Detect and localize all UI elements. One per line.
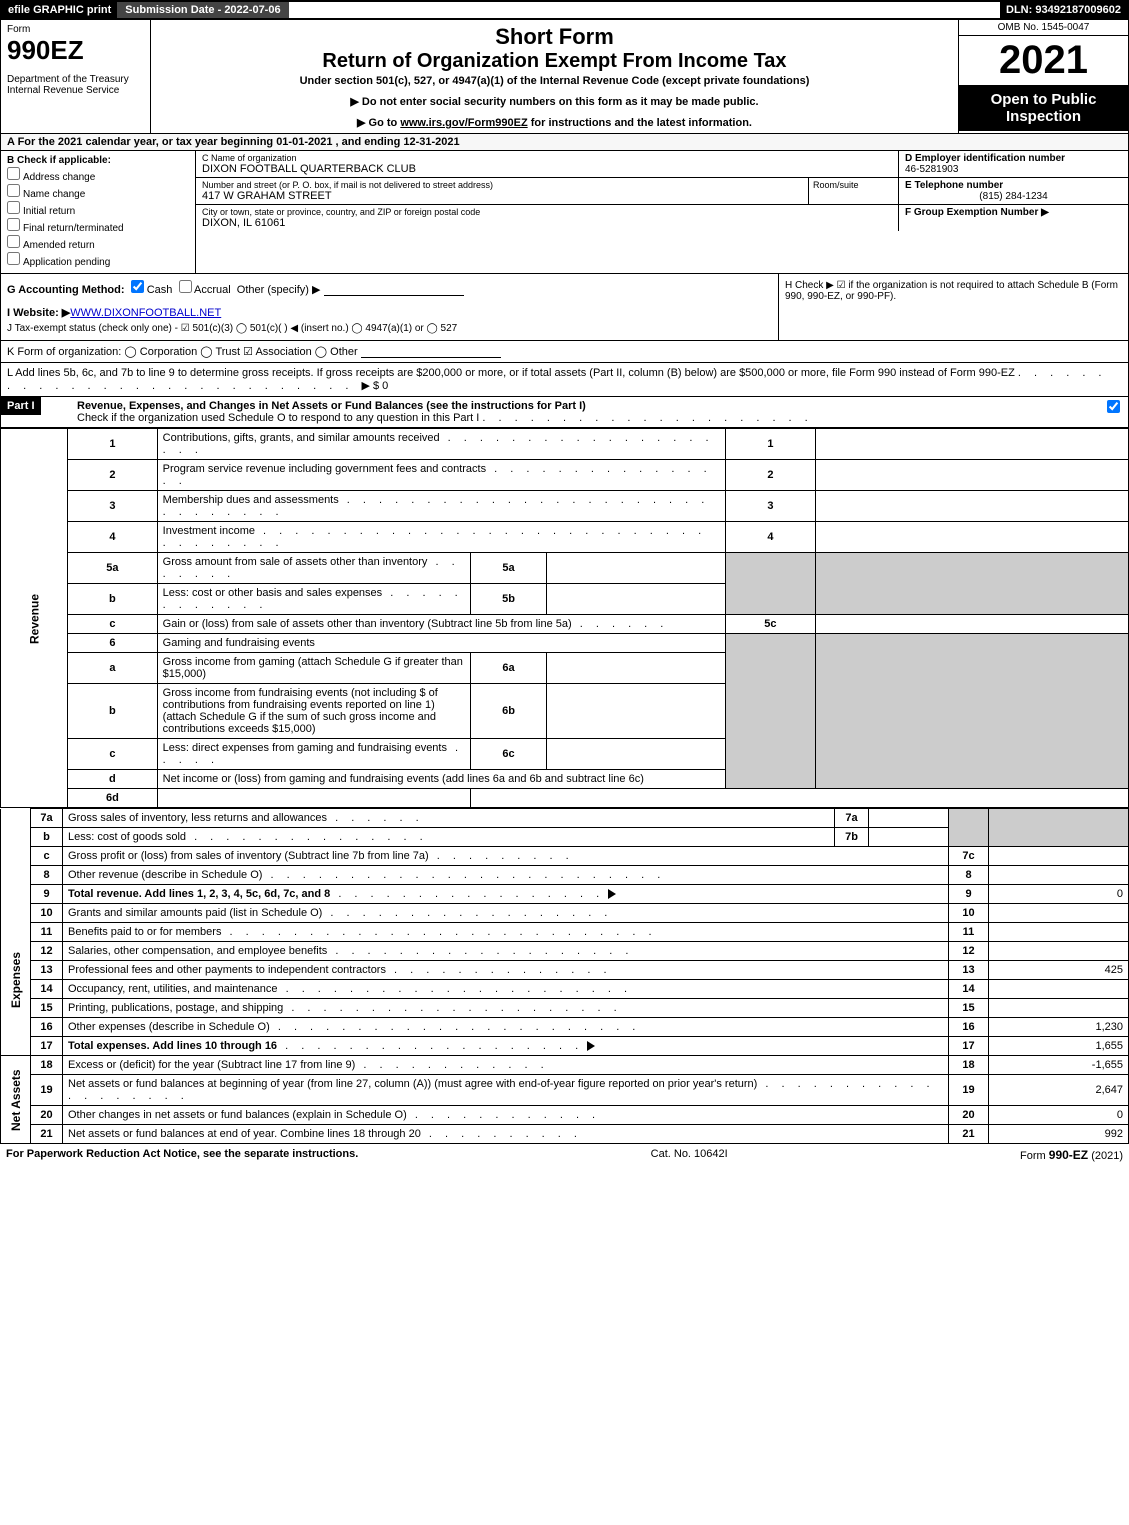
line1-text: Contributions, gifts, grants, and simila… — [157, 429, 725, 460]
line7c-text: Gross profit or (loss) from sales of inv… — [63, 847, 949, 866]
chk-name-change[interactable]: Name change — [7, 184, 189, 200]
line6d-text: Net income or (loss) from gaming and fun… — [157, 770, 725, 789]
netassets-section: Net Assets — [1, 1056, 31, 1144]
line16-text: Other expenses (describe in Schedule O) … — [63, 1018, 949, 1037]
room-suite-label: Room/suite — [808, 178, 898, 204]
irs-link[interactable]: www.irs.gov/Form990EZ — [400, 117, 527, 129]
top-bar: efile GRAPHIC print Submission Date - 20… — [0, 0, 1129, 20]
C-label: C Name of organization — [202, 153, 892, 163]
line4-text: Investment income . . . . . . . . . . . … — [157, 522, 725, 553]
expenses-section: Expenses — [1, 904, 31, 1056]
revenue-section-2 — [1, 809, 31, 904]
form-subtitle: Under section 501(c), 527, or 4947(a)(1)… — [157, 75, 952, 87]
chk-application-pending[interactable]: Application pending — [7, 252, 189, 268]
line6-text: Gaming and fundraising events — [157, 634, 725, 653]
D-label: D Employer identification number — [905, 153, 1122, 164]
line9-text: Total revenue. Add lines 1, 2, 3, 4, 5c,… — [63, 885, 949, 904]
line17-text: Total expenses. Add lines 10 through 16 … — [63, 1037, 949, 1056]
line18-text: Excess or (deficit) for the year (Subtra… — [63, 1056, 949, 1075]
paperwork-notice: For Paperwork Reduction Act Notice, see … — [6, 1148, 358, 1162]
part1-table2: 7aGross sales of inventory, less returns… — [0, 808, 1129, 1144]
chk-initial-return[interactable]: Initial return — [7, 201, 189, 217]
street: 417 W GRAHAM STREET — [202, 190, 802, 202]
line15-text: Printing, publications, postage, and shi… — [63, 999, 949, 1018]
line7a-text: Gross sales of inventory, less returns a… — [63, 809, 835, 828]
arrow-icon — [587, 1041, 595, 1051]
city-state-zip: DIXON, IL 61061 — [202, 217, 892, 229]
line12-text: Salaries, other compensation, and employ… — [63, 942, 949, 961]
GH-row: G Accounting Method: Cash Accrual Other … — [0, 274, 1129, 341]
line21-text: Net assets or fund balances at end of ye… — [63, 1125, 949, 1144]
line2-text: Program service revenue including govern… — [157, 460, 725, 491]
line-L: L Add lines 5b, 6c, and 7b to line 9 to … — [0, 363, 1129, 397]
line19-text: Net assets or fund balances at beginning… — [63, 1075, 949, 1106]
part1-label: Part I — [1, 397, 41, 415]
chk-accrual[interactable] — [179, 280, 192, 293]
short-form: Short Form — [157, 24, 952, 50]
line-A: A For the 2021 calendar year, or tax yea… — [0, 134, 1129, 151]
line13-text: Professional fees and other payments to … — [63, 961, 949, 980]
E-label: E Telephone number — [905, 180, 1122, 191]
line5b-text: Less: cost or other basis and sales expe… — [157, 584, 470, 615]
line7b-text: Less: cost of goods sold . . . . . . . .… — [63, 828, 835, 847]
identity-block: B Check if applicable: Address change Na… — [0, 151, 1129, 274]
arrow-icon — [608, 889, 616, 899]
line1-amt — [815, 429, 1128, 460]
website-link[interactable]: WWW.DIXONFOOTBALL.NET — [70, 307, 221, 319]
part1-title: Revenue, Expenses, and Changes in Net As… — [77, 400, 586, 412]
omb-number: OMB No. 1545-0047 — [959, 20, 1128, 36]
line3-text: Membership dues and assessments . . . . … — [157, 491, 725, 522]
chk-address-change[interactable]: Address change — [7, 167, 189, 183]
form-title: Return of Organization Exempt From Incom… — [157, 50, 952, 73]
part1-check-text: Check if the organization used Schedule … — [77, 412, 479, 424]
part1-checkbox[interactable] — [1107, 400, 1120, 413]
line5a-text: Gross amount from sale of assets other t… — [157, 553, 470, 584]
line14-text: Occupancy, rent, utilities, and maintena… — [63, 980, 949, 999]
phone: (815) 284-1234 — [905, 191, 1122, 202]
line-I: I Website: ▶WWW.DIXONFOOTBALL.NET — [7, 306, 772, 319]
part1-header: Part I Revenue, Expenses, and Changes in… — [0, 397, 1129, 428]
line10-text: Grants and similar amounts paid (list in… — [63, 904, 949, 923]
open-public: Open to Public Inspection — [959, 85, 1128, 131]
line-G: G Accounting Method: Cash Accrual Other … — [7, 280, 772, 296]
submission-date: Submission Date - 2022-07-06 — [117, 2, 288, 18]
ssn-note: ▶ Do not enter social security numbers o… — [157, 95, 952, 108]
line8-text: Other revenue (describe in Schedule O) .… — [63, 866, 949, 885]
line20-text: Other changes in net assets or fund bala… — [63, 1106, 949, 1125]
form-number: 990EZ — [7, 35, 144, 66]
dln: DLN: 93492187009602 — [1000, 2, 1127, 18]
city-label: City or town, state or province, country… — [202, 207, 892, 217]
form-header: Form 990EZ Department of the Treasury In… — [0, 20, 1129, 134]
line6b-text: Gross income from fundraising events (no… — [157, 684, 470, 739]
tax-year: 2021 — [959, 36, 1128, 85]
efile-print-label[interactable]: efile GRAPHIC print — [2, 2, 117, 18]
line-J: J Tax-exempt status (check only one) - ☑… — [7, 323, 772, 334]
line5c-text: Gain or (loss) from sale of assets other… — [157, 615, 725, 634]
part1-table: Revenue 1 Contributions, gifts, grants, … — [0, 428, 1129, 808]
revenue-section: Revenue — [1, 429, 68, 808]
F-label: F Group Exemption Number ▶ — [905, 207, 1122, 218]
chk-final-return[interactable]: Final return/terminated — [7, 218, 189, 234]
line-H: H Check ▶ ☑ if the organization is not r… — [778, 274, 1128, 340]
ein: 46-5281903 — [905, 164, 1122, 175]
department: Department of the Treasury Internal Reve… — [7, 74, 144, 96]
chk-amended-return[interactable]: Amended return — [7, 235, 189, 251]
form-ref: Form 990-EZ (2021) — [1020, 1148, 1123, 1162]
line-K: K Form of organization: ◯ Corporation ◯ … — [0, 341, 1129, 363]
goto-note: ▶ Go to www.irs.gov/Form990EZ for instru… — [157, 116, 952, 129]
cat-no: Cat. No. 10642I — [651, 1148, 728, 1162]
form-label: Form — [7, 24, 144, 35]
line6a-text: Gross income from gaming (attach Schedul… — [157, 653, 470, 684]
line11-text: Benefits paid to or for members . . . . … — [63, 923, 949, 942]
page-footer: For Paperwork Reduction Act Notice, see … — [0, 1144, 1129, 1166]
chk-cash[interactable] — [131, 280, 144, 293]
B-header: B Check if applicable: — [7, 155, 189, 166]
org-name: DIXON FOOTBALL QUARTERBACK CLUB — [202, 163, 892, 175]
section-B: B Check if applicable: Address change Na… — [1, 151, 196, 273]
addr-label: Number and street (or P. O. box, if mail… — [202, 180, 802, 190]
line6c-text: Less: direct expenses from gaming and fu… — [157, 739, 470, 770]
